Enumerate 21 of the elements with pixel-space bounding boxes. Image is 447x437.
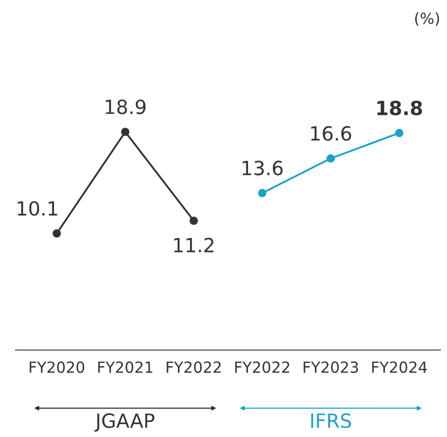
point (258, 188, 266, 198)
x-tick-label: FY2021 (98, 361, 152, 373)
point (121, 128, 130, 136)
point (395, 128, 404, 138)
x-tick-label: FY2020 (30, 361, 84, 373)
x-tick-label: FY2023 (304, 361, 358, 373)
text: IFRS (311, 413, 352, 428)
x-tick-label: FY2022 (166, 361, 221, 373)
data-label: 16.6 (311, 126, 352, 141)
data-label: 18.8 (377, 100, 422, 116)
data-label: 13.6 (242, 160, 283, 176)
data-label: 18.9 (106, 100, 146, 114)
point (190, 216, 198, 225)
data-label: 10.1 (18, 201, 58, 216)
text: JGAAP (94, 413, 154, 432)
x-tick-label: FY2022 (235, 361, 290, 373)
x-tick-label: FY2024 (372, 361, 427, 373)
data-label: 11.2 (174, 238, 214, 252)
point (52, 229, 61, 238)
point (326, 154, 335, 163)
text: (%) (415, 12, 439, 26)
